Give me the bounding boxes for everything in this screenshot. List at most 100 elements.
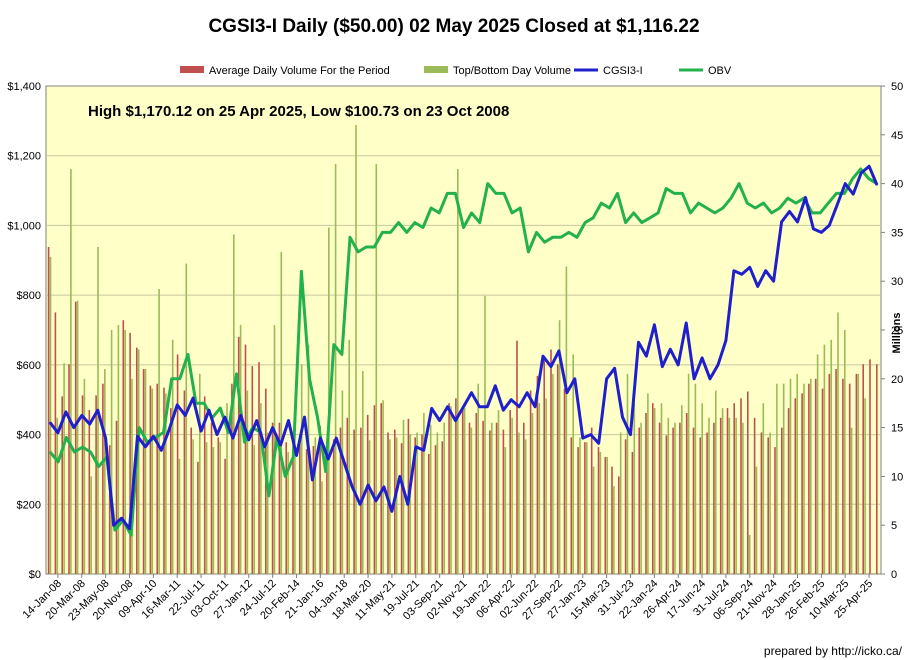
obv-point xyxy=(787,197,789,199)
top-volume-bar xyxy=(782,383,785,574)
top-volume-bar xyxy=(199,373,201,574)
top-volume-bar xyxy=(477,383,479,574)
obv-point xyxy=(292,456,294,458)
avg-volume-bar xyxy=(142,369,145,574)
obv-point xyxy=(689,212,692,214)
price-point xyxy=(510,399,512,401)
obv-point xyxy=(819,212,821,214)
obv-point xyxy=(860,168,862,170)
price-point xyxy=(439,420,441,422)
obv-point xyxy=(560,236,562,238)
avg-volume-bar xyxy=(740,398,742,574)
avg-volume-bar xyxy=(733,403,735,574)
price-point xyxy=(447,406,449,408)
price-point xyxy=(566,392,568,394)
obv-point xyxy=(746,202,748,204)
top-volume-bar xyxy=(131,378,133,574)
obv-point xyxy=(649,217,651,219)
avg-volume-bar xyxy=(237,336,240,574)
obv-point xyxy=(519,207,521,209)
legend: Average Daily Volume For the Period Top/B… xyxy=(180,65,732,77)
top-volume-bar xyxy=(76,300,79,574)
top-volume-bar xyxy=(701,403,703,574)
top-volume-bar xyxy=(56,417,59,574)
avg-volume-bar xyxy=(787,408,790,574)
price-point xyxy=(128,528,131,530)
top-volume-bar xyxy=(484,295,486,574)
top-volume-bar xyxy=(294,456,296,574)
price-point xyxy=(709,378,711,380)
price-point xyxy=(113,524,115,526)
price-point xyxy=(399,475,401,477)
avg-volume-bar xyxy=(543,359,545,574)
avg-volume-bar xyxy=(258,362,260,574)
price-point xyxy=(176,404,178,406)
top-volume-bar xyxy=(660,403,663,574)
price-point xyxy=(343,461,345,464)
price-point xyxy=(645,355,648,357)
price-point xyxy=(335,437,337,439)
obv-point xyxy=(430,207,432,209)
price-point xyxy=(120,517,123,519)
obv-point xyxy=(495,192,497,194)
y-left-tick-label: $1,000 xyxy=(7,220,41,232)
avg-volume-bar xyxy=(611,466,613,574)
obv-point xyxy=(625,222,627,224)
avg-volume-bar xyxy=(339,427,342,574)
price-point xyxy=(431,407,433,409)
avg-volume-bar xyxy=(475,413,478,574)
obv-point xyxy=(357,251,359,253)
price-point xyxy=(796,221,799,223)
y-axis-right: 0 5 10 15 20 25 30 35 40 45 50 xyxy=(881,81,903,581)
obv-point xyxy=(835,192,838,194)
top-volume-bar xyxy=(280,251,283,574)
avg-volume-bar xyxy=(353,429,355,574)
avg-volume-bar xyxy=(428,454,430,574)
price-point xyxy=(677,364,679,366)
top-volume-bar xyxy=(450,406,452,574)
avg-volume-bar xyxy=(400,443,403,574)
price-point xyxy=(590,434,592,436)
top-volume-bar xyxy=(151,388,154,574)
avg-volume-bar xyxy=(190,427,192,574)
legend-swatch xyxy=(180,66,204,73)
avg-volume-bar xyxy=(332,439,335,574)
avg-volume-bar xyxy=(203,396,206,574)
price-point xyxy=(693,378,695,380)
top-volume-bar xyxy=(457,169,459,574)
avg-volume-bar xyxy=(679,422,681,574)
top-volume-bar xyxy=(742,422,744,574)
obv-point xyxy=(268,495,270,497)
price-point xyxy=(184,414,186,416)
obv-point xyxy=(381,231,383,233)
obv-point xyxy=(203,402,205,404)
top-volume-bar xyxy=(341,390,344,574)
price-point xyxy=(820,231,823,233)
obv-point xyxy=(98,466,100,468)
top-volume-bar xyxy=(837,312,839,574)
obv-point xyxy=(868,178,870,180)
obv-point xyxy=(219,407,221,409)
avg-volume-bar xyxy=(685,413,688,574)
price-point xyxy=(454,420,457,422)
top-volume-bar xyxy=(586,442,588,574)
avg-volume-bar xyxy=(115,420,118,574)
avg-volume-bars xyxy=(47,247,878,574)
avg-volume-bar xyxy=(122,320,125,574)
avg-volume-bar xyxy=(502,429,505,574)
price-point xyxy=(486,406,488,408)
obv-point xyxy=(754,207,756,209)
price-point xyxy=(160,449,162,451)
obv-point xyxy=(633,212,635,214)
top-volume-bar xyxy=(572,354,574,574)
top-volume-bar xyxy=(728,417,731,574)
avg-volume-bar xyxy=(81,395,84,574)
top-volume-bar xyxy=(674,422,676,574)
chart-title: CGSI3-I Daily ($50.00) 02 May 2025 Close… xyxy=(208,16,699,37)
top-volume-bar xyxy=(816,354,819,574)
top-volume-bar xyxy=(429,424,432,574)
price-point xyxy=(295,454,298,457)
top-volume-bar xyxy=(300,364,303,574)
avg-volume-bar xyxy=(489,430,491,574)
y-right-tick-label: 20 xyxy=(891,374,903,386)
